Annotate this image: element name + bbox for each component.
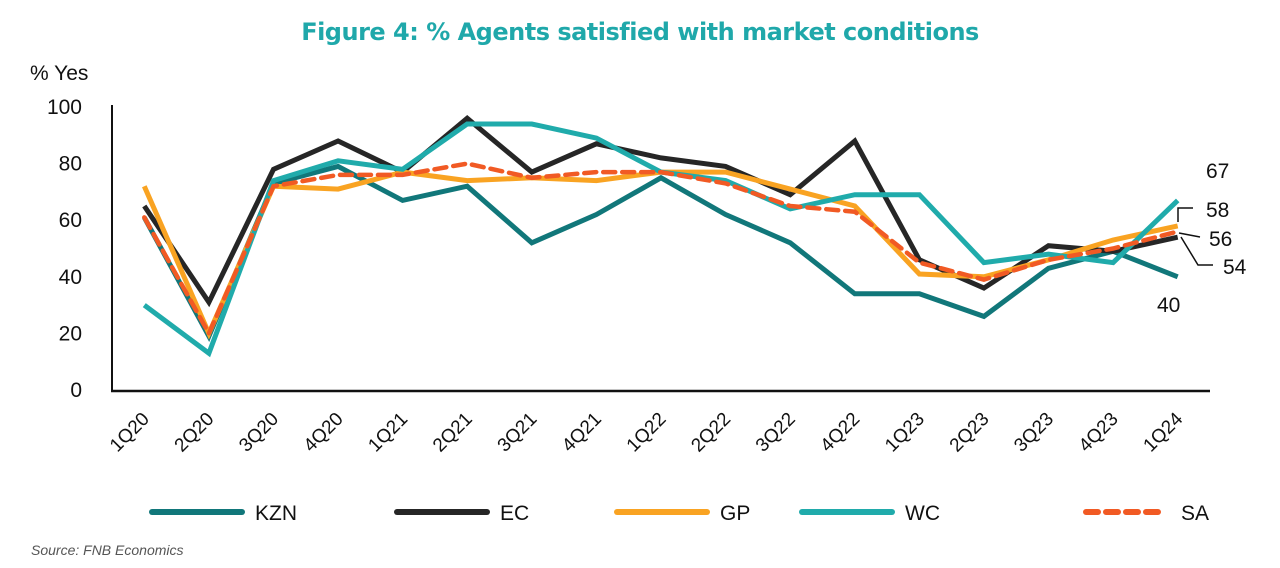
- legend-label-kzn: KZN: [255, 502, 297, 525]
- leader-line-ec: [1180, 236, 1213, 266]
- x-tick-label: 3Q20: [235, 409, 283, 457]
- legend-label-sa: SA: [1181, 502, 1209, 525]
- x-tick-label: 1Q24: [1140, 408, 1188, 456]
- end-labels: 67 58 56 54 40: [1157, 160, 1247, 317]
- end-label-sa: 56: [1209, 228, 1232, 251]
- x-tick-label: 2Q22: [687, 409, 735, 457]
- x-tick-label: 4Q21: [558, 409, 606, 457]
- x-tick-labels: 1Q20 2Q20 3Q20 4Q20 1Q21 2Q21 3Q21 4Q21 1Q22 2Q22…: [106, 408, 1187, 456]
- x-tick-label: 3Q22: [752, 409, 800, 457]
- legend: KZN EC GP WC SA: [149, 502, 1209, 525]
- leader-line-gp: [1177, 207, 1193, 222]
- y-tick-label: 60: [59, 209, 82, 232]
- series-lines: [142, 115, 1180, 358]
- legend-label-wc: WC: [905, 502, 940, 525]
- series-line-ec: [142, 115, 1179, 308]
- end-label-ec: 54: [1223, 256, 1247, 279]
- x-tick-label: 3Q23: [1010, 409, 1058, 457]
- series-line-kzn: [142, 163, 1179, 342]
- y-tick-labels: 0 20 40 60 80 100: [47, 96, 82, 402]
- y-tick-label: 100: [47, 96, 82, 119]
- x-tick-label: 4Q20: [300, 409, 348, 457]
- y-tick-label: 80: [59, 153, 82, 176]
- x-tick-label: 1Q20: [106, 409, 154, 457]
- x-tick-label: 2Q20: [171, 409, 219, 457]
- leader-line-sa: [1178, 232, 1201, 238]
- x-tick-label: 3Q21: [494, 409, 542, 457]
- x-tick-label: 2Q21: [429, 409, 477, 457]
- legend-label-gp: GP: [720, 502, 750, 525]
- end-label-kzn: 40: [1157, 294, 1180, 317]
- legend-label-ec: EC: [500, 502, 529, 525]
- x-tick-label: 4Q22: [817, 409, 865, 457]
- series-line-gp: [142, 169, 1179, 340]
- y-tick-label: 40: [59, 266, 82, 289]
- end-label-wc: 67: [1206, 160, 1229, 183]
- series-line-sa: [142, 161, 1180, 339]
- y-tick-label: 0: [70, 379, 82, 402]
- x-tick-label: 4Q23: [1075, 409, 1123, 457]
- x-tick-label: 1Q21: [364, 409, 412, 457]
- end-label-gp: 58: [1206, 199, 1229, 222]
- source-note: Source: FNB Economics: [31, 542, 184, 558]
- y-axis-label: % Yes: [30, 62, 88, 85]
- x-tick-label: 1Q23: [881, 409, 929, 457]
- y-tick-label: 20: [59, 322, 82, 345]
- chart-title: Figure 4: % Agents satisfied with market…: [301, 18, 979, 46]
- x-tick-label: 2Q23: [946, 409, 994, 457]
- x-tick-label: 1Q22: [623, 409, 671, 457]
